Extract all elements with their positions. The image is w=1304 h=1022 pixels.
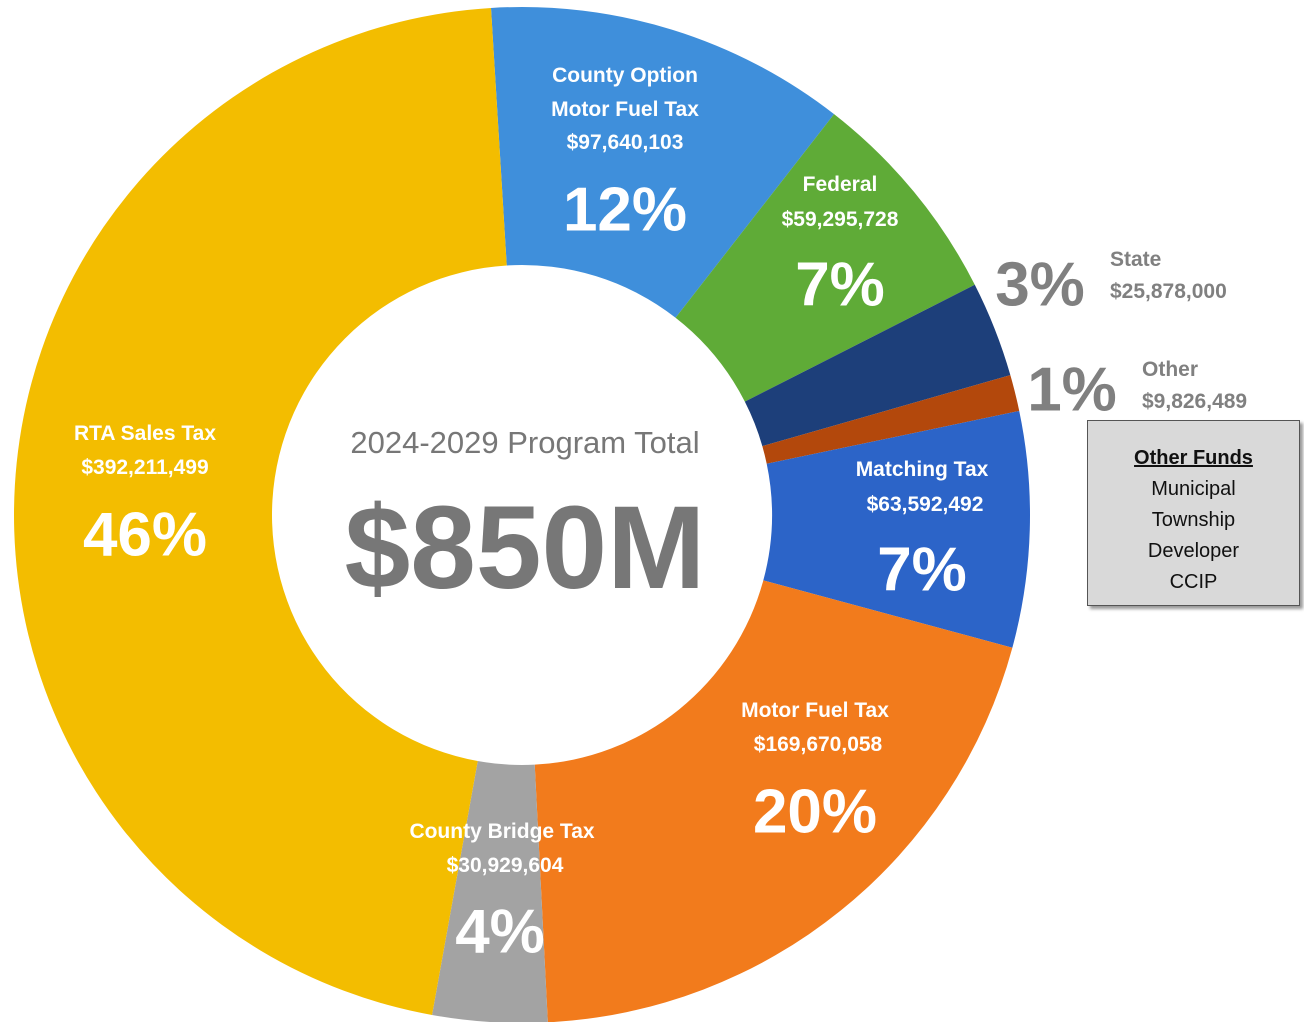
other-funds-item: CCIP [1169,571,1218,593]
slice [763,410,1030,648]
slice-name: RTA Sales Tax [74,422,216,445]
slice-name: State [1110,248,1162,271]
slice-name: Federal [802,173,878,196]
other-funds-item: Township [1151,509,1236,531]
slice-amount: $59,295,728 [781,208,899,231]
slice-percent: 7% [795,250,885,320]
slice-name: Other [1142,358,1199,381]
center-title: 2024-2029 Program Total [350,425,700,460]
slice-name: Motor Fuel Tax [741,699,889,722]
slice-percent: 46% [82,500,208,570]
slice-name: Matching Tax [855,458,989,481]
slice-amount: $25,878,000 [1110,280,1227,303]
slice-amount: $392,211,499 [81,456,209,479]
slice-amount: $9,826,489 [1142,390,1248,413]
slice-percent: 7% [877,535,967,605]
slice [762,375,1020,464]
slice-name: County Bridge Tax [409,820,595,843]
slice-percent: 1% [1027,355,1117,425]
slice [14,7,507,1015]
other-funds-box: Other Funds Municipal Township Developer… [1087,420,1300,606]
slice-name: County Option Motor Fuel Tax [551,64,699,121]
slice-percent: 3% [995,250,1085,320]
slice-amount: $63,592,492 [866,493,984,516]
slice-percent: 12% [562,175,688,245]
slice [675,114,975,402]
other-funds-title: Other Funds [1134,447,1253,469]
slice [744,284,1011,447]
slice-percent: 4% [455,897,545,967]
slice-percent: 20% [752,777,878,847]
slice [490,7,835,318]
slice-amount: $169,670,058 [753,733,883,756]
other-funds-item: Municipal [1151,478,1236,500]
other-funds-item: Developer [1147,540,1240,562]
slice [534,580,1013,1022]
slice [432,761,548,1022]
slice-amount: $97,640,103 [566,131,684,154]
slice-amount: $30,929,604 [446,854,564,877]
center-total: $850M [344,482,706,614]
